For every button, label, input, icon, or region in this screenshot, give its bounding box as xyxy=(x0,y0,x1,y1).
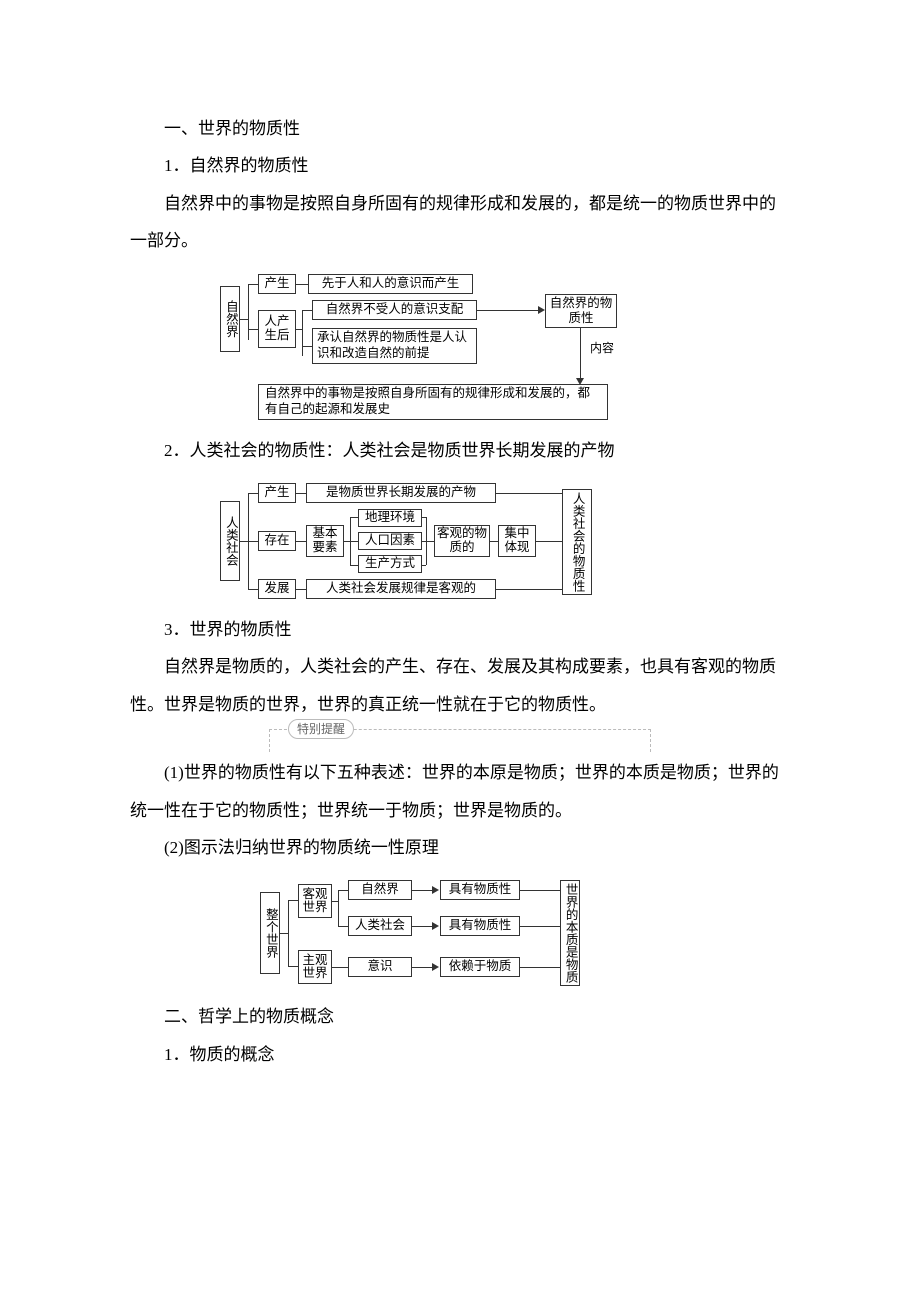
d1-node-b2: 承认自然界的物质性是人认识和改造自然的前提 xyxy=(312,328,477,364)
d3-b: 主观世界 xyxy=(298,950,332,984)
diagram-1: 自然界 产生 先于人和人的意识而产生 人产生后 自然界不受人的意识支配 承认自然… xyxy=(220,274,700,424)
d2-root: 人类社会 xyxy=(220,501,240,581)
d3-b-right: 依赖于物质 xyxy=(440,957,520,977)
diagram-3: 整个世界 客观世界 自然界 人类社会 具有物质性 具有物质性 主观世界 xyxy=(260,880,660,990)
diagram-2: 人类社会 产生 是物质世界长期发展的产物 存在 基本要素 地理环境 人口因素 xyxy=(220,483,700,603)
d1-node-b1: 自然界不受人的意识支配 xyxy=(312,300,477,320)
d1-root: 自然界 xyxy=(220,286,240,352)
section2-h1: 1．物质的概念 xyxy=(130,1036,790,1073)
d2-c1: 人类社会发展规律是客观的 xyxy=(306,579,496,599)
diagram-2-wrap: 人类社会 产生 是物质世界长期发展的产物 存在 基本要素 地理环境 人口因素 xyxy=(130,483,790,603)
d3-b-item: 意识 xyxy=(348,957,412,977)
d3-a-right0: 具有物质性 xyxy=(440,880,520,900)
d2-b1: 基本要素 xyxy=(306,525,344,557)
diagram-1-wrap: 自然界 产生 先于人和人的意识而产生 人产生后 自然界不受人的意识支配 承认自然… xyxy=(130,274,790,424)
document-page: 一、世界的物质性 1．自然界的物质性 自然界中的事物是按照自身所固有的规律形成和… xyxy=(0,0,920,1153)
d2-a1: 是物质世界长期发展的产物 xyxy=(306,483,496,503)
d2-b-item1: 人口因素 xyxy=(358,532,422,550)
d2-b: 存在 xyxy=(258,531,296,551)
section1-p1: 自然界中的事物是按照自身所固有的规律形成和发展的，都是统一的物质世界中的一部分。 xyxy=(130,185,790,260)
d1-node-a1: 先于人和人的意识而产生 xyxy=(308,274,473,294)
d2-b-mid1: 客观的物质的 xyxy=(434,525,490,557)
section2-title: 二、哲学上的物质概念 xyxy=(130,998,790,1035)
diagram-3-wrap: 整个世界 客观世界 自然界 人类社会 具有物质性 具有物质性 主观世界 xyxy=(130,880,790,990)
d3-a-item1: 人类社会 xyxy=(348,916,412,936)
d2-right: 人类社会的物质性 xyxy=(562,489,592,595)
d1-right-1: 自然界的物质性 xyxy=(545,294,617,328)
d3-root: 整个世界 xyxy=(260,892,280,974)
d2-a: 产生 xyxy=(258,483,296,503)
d1-node-b: 人产生后 xyxy=(258,310,296,348)
tip-p2: (2)图示法归纳世界的物质统一性原理 xyxy=(130,829,790,866)
tip-box: 特别提醒 xyxy=(269,729,651,752)
d1-bottom: 自然界中的事物是按照自身所固有的规律形成和发展的，都有自己的起源和发展史 xyxy=(258,384,608,420)
d3-a-item0: 自然界 xyxy=(348,880,412,900)
d3-a: 客观世界 xyxy=(298,884,332,918)
d2-b-item0: 地理环境 xyxy=(358,509,422,527)
tip-p1: (1)世界的物质性有以下五种表述：世界的本原是物质；世界的本质是物质；世界的统一… xyxy=(130,754,790,829)
tip-label: 特别提醒 xyxy=(288,719,354,739)
d1-node-a: 产生 xyxy=(258,274,296,294)
section1-p3: 自然界是物质的，人类社会的产生、存在、发展及其构成要素，也具有客观的物质性。世界… xyxy=(130,648,790,723)
section1-title: 一、世界的物质性 xyxy=(130,110,790,147)
section1-h1: 1．自然界的物质性 xyxy=(130,147,790,184)
d3-a-right1: 具有物质性 xyxy=(440,916,520,936)
d2-b-item2: 生产方式 xyxy=(358,555,422,573)
section1-h3: 3．世界的物质性 xyxy=(130,611,790,648)
d2-c: 发展 xyxy=(258,579,296,599)
d3-right: 世界的本质是物质 xyxy=(560,880,580,986)
d1-right-2: 内容 xyxy=(590,341,614,356)
section1-h2: 2．人类社会的物质性：人类社会是物质世界长期发展的产物 xyxy=(130,432,790,469)
d2-b-mid2: 集中体现 xyxy=(498,525,536,557)
